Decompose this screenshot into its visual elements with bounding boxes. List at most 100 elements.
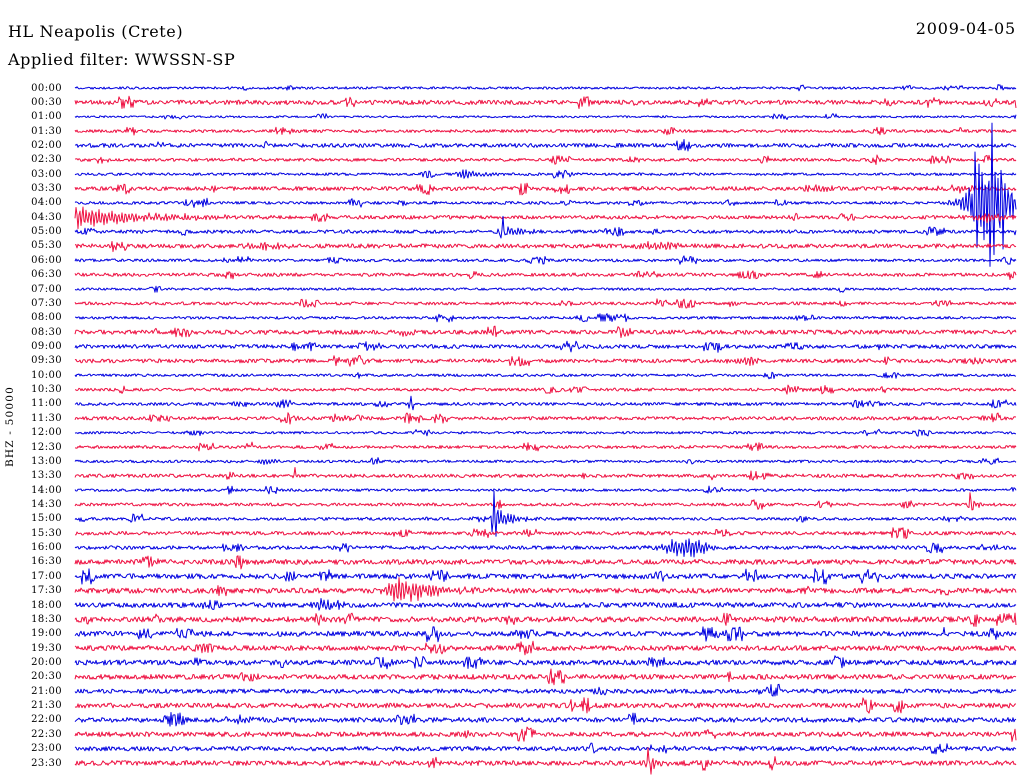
- time-label-1600: 16:00: [31, 542, 62, 554]
- trace-row-0330: [74, 182, 1017, 196]
- time-label-2330: 23:30: [31, 757, 62, 769]
- trace-row-2000: [74, 655, 1017, 670]
- time-label-0230: 02:30: [31, 154, 62, 166]
- station-title: HL Neapolis (Crete): [8, 22, 184, 41]
- time-label-0300: 03:00: [31, 168, 62, 180]
- trace-row-1800: [74, 598, 1017, 611]
- time-label-0200: 02:00: [31, 139, 62, 151]
- trace-row-1430: [74, 492, 1017, 511]
- time-label-0600: 06:00: [31, 254, 62, 266]
- time-label-0330: 03:30: [31, 183, 62, 195]
- time-label-0430: 04:30: [31, 211, 62, 223]
- trace-row-0430: [74, 206, 1017, 230]
- trace-row-0600: [74, 255, 1017, 265]
- trace-row-0000: [74, 84, 1017, 92]
- time-label-0700: 07:00: [31, 283, 62, 295]
- trace-row-1500: [74, 490, 1017, 537]
- trace-row-1130: [74, 412, 1017, 425]
- trace-row-2300: [74, 742, 1017, 755]
- time-label-0800: 08:00: [31, 312, 62, 324]
- trace-row-1200: [74, 428, 1016, 437]
- trace-row-2130: [74, 697, 1016, 714]
- trace-row-1930: [74, 640, 1017, 656]
- time-label-2030: 20:30: [31, 671, 62, 683]
- trace-row-1630: [74, 555, 1017, 570]
- time-label-0830: 08:30: [31, 326, 62, 338]
- time-label-2000: 20:00: [31, 656, 62, 668]
- trace-row-0830: [74, 325, 1017, 338]
- time-label-1130: 11:30: [31, 412, 62, 424]
- trace-row-1330: [74, 467, 1017, 481]
- time-label-1500: 15:00: [31, 513, 62, 525]
- time-label-0630: 06:30: [31, 269, 62, 281]
- trace-row-1730: [74, 577, 1017, 602]
- trace-row-1700: [74, 568, 1017, 585]
- trace-row-1000: [74, 371, 1017, 380]
- trace-row-1030: [74, 384, 1017, 395]
- trace-row-0630: [74, 270, 1017, 280]
- trace-row-0530: [74, 241, 1017, 253]
- trace-row-2200: [74, 712, 1017, 727]
- trace-row-2230: [74, 726, 1017, 742]
- trace-row-0730: [74, 298, 1017, 309]
- time-label-0900: 09:00: [31, 341, 62, 353]
- time-label-1700: 17:00: [31, 570, 62, 582]
- trace-row-1400: [74, 485, 1017, 495]
- time-label-1200: 12:00: [31, 427, 62, 439]
- record-date: 2009-04-05: [915, 19, 1016, 38]
- trace-row-0800: [74, 313, 1017, 323]
- trace-row-0100: [74, 113, 1017, 120]
- trace-row-2100: [74, 683, 1017, 697]
- trace-row-0930: [74, 355, 1017, 367]
- time-label-0130: 01:30: [31, 125, 62, 137]
- time-label-0930: 09:30: [31, 355, 62, 367]
- trace-row-0300: [74, 169, 1017, 179]
- time-label-1800: 18:00: [31, 599, 62, 611]
- time-label-1930: 19:30: [31, 642, 62, 654]
- time-label-0730: 07:30: [31, 297, 62, 309]
- time-label-2130: 21:30: [31, 700, 62, 712]
- time-label-0100: 01:00: [31, 111, 62, 123]
- time-label-1430: 14:30: [31, 498, 62, 510]
- trace-row-1830: [74, 612, 1017, 627]
- trace-row-0400: [74, 122, 1017, 267]
- time-label-1730: 17:30: [31, 585, 62, 597]
- time-label-1300: 13:00: [31, 455, 62, 467]
- trace-row-0900: [74, 340, 1017, 353]
- trace-row-1300: [74, 457, 1017, 465]
- time-label-0500: 05:00: [31, 226, 62, 238]
- trace-row-1600: [74, 538, 1017, 558]
- trace-row-0700: [74, 285, 1017, 293]
- trace-row-1230: [74, 441, 1017, 452]
- time-label-1100: 11:00: [31, 398, 62, 410]
- time-label-2300: 23:00: [31, 743, 62, 755]
- time-label-1000: 10:00: [31, 369, 62, 381]
- time-label-1330: 13:30: [31, 470, 62, 482]
- time-label-1900: 19:00: [31, 628, 62, 640]
- time-label-0530: 05:30: [31, 240, 62, 252]
- trace-row-0200: [74, 139, 1017, 152]
- time-label-2100: 21:00: [31, 685, 62, 697]
- time-label-0400: 04:00: [31, 197, 62, 209]
- time-label-1830: 18:30: [31, 613, 62, 625]
- time-label-1400: 14:00: [31, 484, 62, 496]
- trace-row-1530: [74, 527, 1017, 540]
- trace-row-0030: [74, 95, 1017, 109]
- filter-label: Applied filter: WWSSN-SP: [8, 50, 236, 69]
- trace-row-0230: [74, 154, 1017, 165]
- time-label-0000: 00:00: [31, 82, 62, 94]
- time-label-1630: 16:30: [31, 556, 62, 568]
- time-label-1530: 15:30: [31, 527, 62, 539]
- time-label-1030: 10:30: [31, 384, 62, 396]
- time-label-2200: 22:00: [31, 714, 62, 726]
- time-label-1230: 12:30: [31, 441, 62, 453]
- time-label-0030: 00:30: [31, 96, 62, 108]
- trace-row-0130: [74, 126, 1017, 136]
- trace-row-2030: [74, 668, 1017, 686]
- trace-row-1900: [74, 626, 1017, 643]
- trace-row-2330: [74, 747, 1017, 775]
- trace-row-1100: [74, 395, 1017, 411]
- trace-row-0500: [74, 215, 1017, 239]
